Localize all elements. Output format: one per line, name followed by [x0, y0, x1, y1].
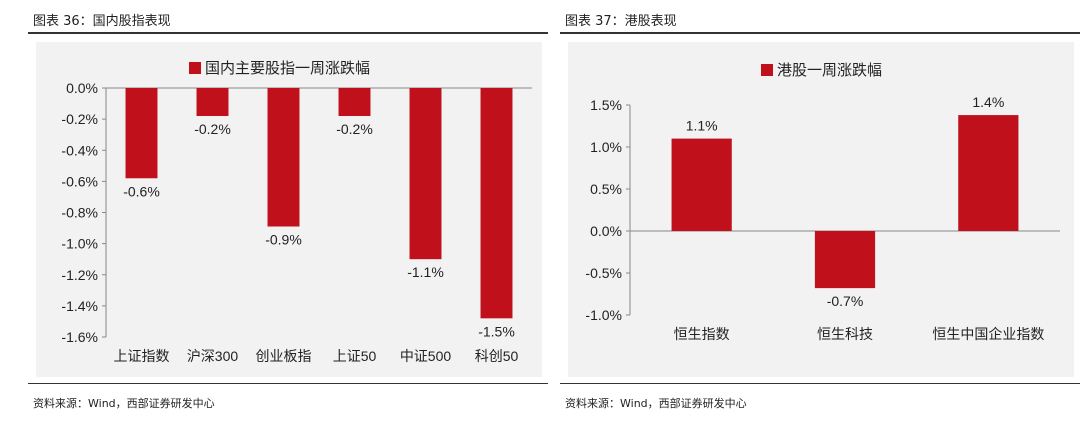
- bar: [409, 88, 442, 260]
- source-note: 资料来源：Wind，西部证券研发中心: [565, 397, 747, 410]
- legend-label: 港股一周涨跌幅: [777, 62, 882, 79]
- data-label: -0.9%: [265, 232, 302, 248]
- y-tick-label: -1.2%: [61, 267, 98, 283]
- legend: 港股一周涨跌幅: [761, 62, 882, 79]
- data-label: -0.2%: [336, 121, 373, 137]
- bar: [480, 88, 513, 319]
- legend: 国内主要股指一周涨跌幅: [189, 60, 370, 77]
- bar: [814, 231, 876, 289]
- data-label: 1.1%: [686, 118, 718, 134]
- y-tick-label: -0.5%: [585, 265, 622, 281]
- data-label: -0.7%: [827, 293, 864, 309]
- data-label: 1.4%: [972, 94, 1004, 110]
- y-tick-label: -0.4%: [61, 142, 98, 158]
- y-tick-label: 0.0%: [66, 80, 98, 96]
- x-category-label: 上证指数: [114, 348, 170, 364]
- y-tick-label: -1.4%: [61, 298, 98, 314]
- figure-37-panel: 图表 37：港股表现 港股一周涨跌幅 1.5% 1.0% 0.5% 0.0% -0.5% -…: [560, 0, 1080, 421]
- chart-area: 港股一周涨跌幅 1.5% 1.0% 0.5% 0.0% -0.5% -1.0% 1.1% 恒生指…: [568, 42, 1074, 377]
- y-tick-label: -0.8%: [61, 205, 98, 221]
- bar: [338, 88, 371, 117]
- source-note: 资料来源：Wind，西部证券研发中心: [33, 397, 215, 410]
- x-category-label: 创业板指: [256, 348, 312, 364]
- bar: [125, 88, 158, 179]
- legend-swatch: [761, 64, 773, 76]
- x-category-label: 恒生科技: [817, 326, 873, 342]
- bottom-rule: [560, 383, 1080, 384]
- hk-index-bar-chart: 港股一周涨跌幅 1.5% 1.0% 0.5% 0.0% -0.5% -1.0% 1.1% 恒生指…: [585, 62, 1060, 342]
- y-tick-label: 0.5%: [590, 181, 622, 197]
- y-tick-label: -0.6%: [61, 173, 98, 189]
- y-tick-label: 1.5%: [590, 97, 622, 113]
- y-tick-label: -0.2%: [61, 111, 98, 127]
- y-tick-label: 1.0%: [590, 139, 622, 155]
- domestic-index-bar-chart: 国内主要股指一周涨跌幅 0.0% -0.2% -0.4% -0.6% -0.8% -1.0%…: [61, 60, 532, 364]
- bar: [267, 88, 300, 227]
- data-label: -1.1%: [407, 264, 444, 280]
- figure-title: 图表 37：港股表现: [565, 14, 677, 29]
- x-category-label: 恒生中国企业指数: [932, 326, 1044, 342]
- x-category-label: 恒生指数: [674, 326, 730, 342]
- x-category-label: 科创50: [475, 348, 519, 364]
- figure-36-panel: 图表 36：国内股指表现 国内主要股指一周涨跌幅 0.0% -0.2% -0.4% -0…: [28, 0, 548, 421]
- data-label: -0.2%: [194, 121, 231, 137]
- x-category-label: 上证50: [333, 348, 377, 364]
- x-category-label: 沪深300: [187, 348, 239, 364]
- bar: [958, 115, 1019, 231]
- y-tick-label: -1.0%: [61, 236, 98, 252]
- figure-title: 图表 36：国内股指表现: [33, 14, 171, 29]
- bar: [196, 88, 229, 117]
- chart-area: 国内主要股指一周涨跌幅 0.0% -0.2% -0.4% -0.6% -0.8% -1.0%…: [36, 42, 542, 377]
- legend-swatch: [189, 62, 201, 74]
- data-label: -0.6%: [123, 183, 160, 199]
- top-rule: [28, 32, 548, 34]
- bottom-rule: [28, 383, 548, 384]
- legend-label: 国内主要股指一周涨跌幅: [205, 60, 370, 77]
- data-label: -1.5%: [478, 323, 515, 339]
- top-rule: [560, 32, 1080, 34]
- x-category-label: 中证500: [400, 348, 452, 364]
- y-tick-label: 0.0%: [590, 223, 622, 239]
- bar: [671, 138, 732, 231]
- y-tick-label: -1.0%: [585, 307, 622, 323]
- y-tick-label: -1.6%: [61, 329, 98, 345]
